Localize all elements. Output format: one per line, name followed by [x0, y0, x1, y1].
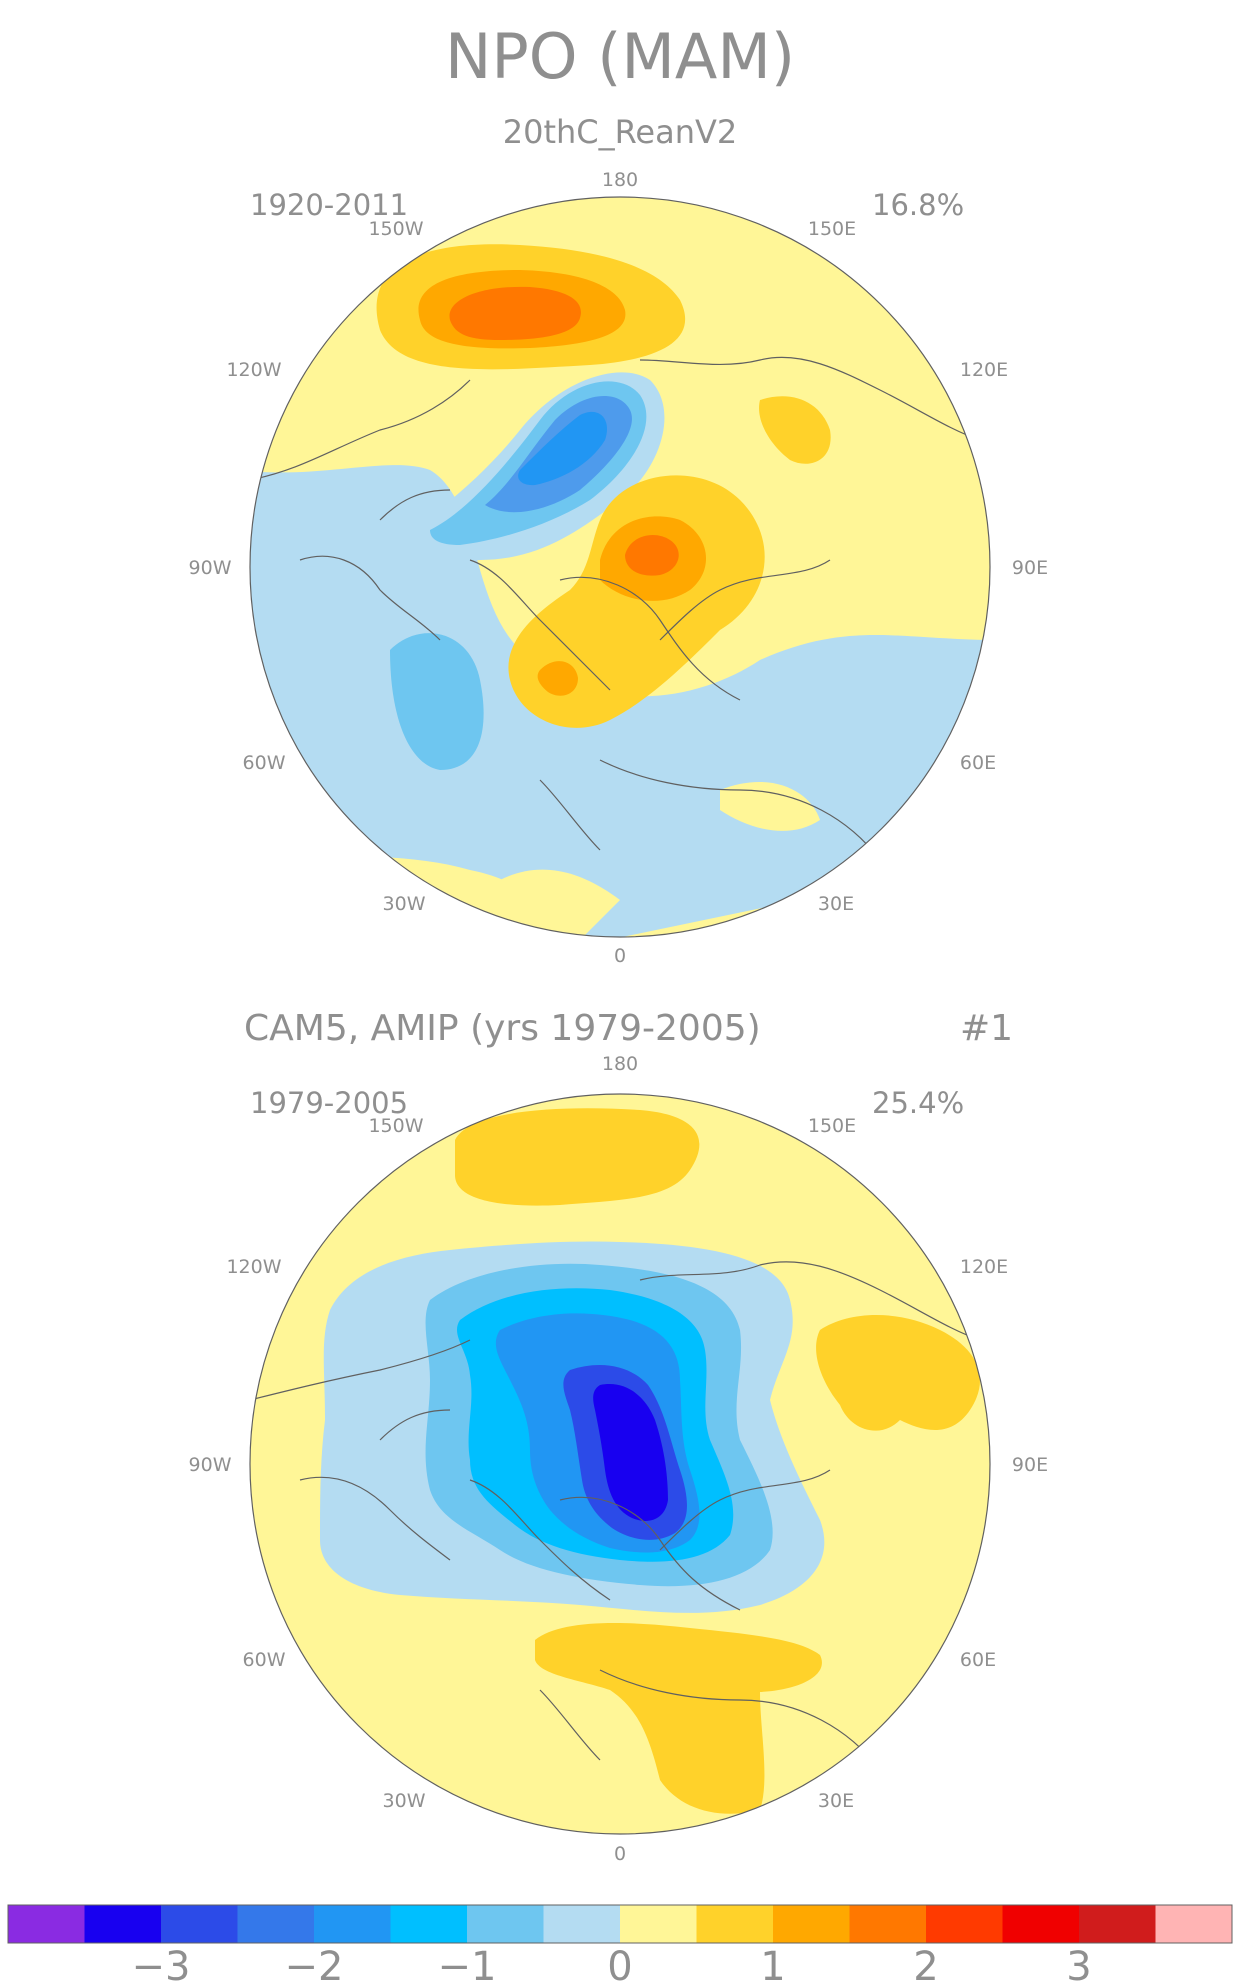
colorbar-swatch	[620, 1905, 697, 1943]
panel-1-variance: 16.8%	[872, 188, 964, 222]
main-title: NPO (MAM)	[445, 20, 795, 93]
colorbar-tick-label: 3	[1066, 1944, 1091, 1988]
colorbar-swatch	[161, 1905, 238, 1943]
panel-2-lon-60e: 60E	[960, 1649, 996, 1671]
panel-2-variance: 25.4%	[872, 1086, 964, 1120]
panel-2-lon-150e: 150E	[808, 1115, 856, 1137]
panel-1-lon-60e: 60E	[960, 752, 996, 774]
panel-2-lon-30w: 30W	[383, 1790, 426, 1812]
colorbar-tick-label: 0	[607, 1944, 632, 1988]
colorbar-swatch	[1002, 1905, 1080, 1943]
colorbar-swatch	[849, 1905, 927, 1943]
panel-1-lon-60w: 60W	[243, 752, 286, 774]
panel-2-map	[250, 1094, 990, 1834]
colorbar-tick-label: 1	[760, 1944, 785, 1988]
panel-2-lon-90w: 90W	[189, 1454, 232, 1476]
colorbar-swatch	[543, 1905, 621, 1943]
panel-2-lon-0: 0	[614, 1843, 626, 1865]
panel-2-lon-120e: 120E	[960, 1256, 1008, 1278]
colorbar-tick-label: −2	[285, 1944, 344, 1988]
colorbar-swatch	[84, 1905, 162, 1943]
colorbar-ticks: −3 −2 −1 0 1 2 3	[132, 1944, 1092, 1988]
panel-1-lon-120e: 120E	[960, 359, 1008, 381]
panel-1-lon-180: 180	[602, 169, 638, 191]
colorbar-swatch	[237, 1905, 315, 1943]
panel-2-lon-90e: 90E	[1012, 1454, 1048, 1476]
panel-1-lon-30w: 30W	[383, 893, 426, 915]
panel-1-lon-120w: 120W	[226, 359, 281, 381]
panel-2: CAM5, AMIP (yrs 1979-2005) #1 1979-2005 …	[189, 1008, 1049, 1865]
colorbar-swatch	[467, 1905, 544, 1943]
colorbar-swatch	[926, 1905, 1003, 1943]
panel-2-lon-120w: 120W	[226, 1256, 281, 1278]
panel-1-map	[250, 197, 990, 937]
colorbar-tick-label: 2	[913, 1944, 938, 1988]
colorbar-swatch	[696, 1905, 774, 1943]
colorbar-tick-label: −1	[438, 1944, 497, 1988]
panel-1-lon-30e: 30E	[818, 893, 854, 915]
panel-1: 20thC_ReanV2 1920-2011 16.8%	[189, 113, 1049, 967]
colorbar-swatch	[1079, 1905, 1156, 1943]
colorbar-swatches	[8, 1905, 1233, 1943]
panel-2-lon-180: 180	[602, 1053, 638, 1075]
colorbar-swatch	[773, 1905, 850, 1943]
colorbar-tick-label: −3	[132, 1944, 191, 1988]
panel-2-subtitle-right: #1	[960, 1008, 1013, 1049]
panel-1-lon-90e: 90E	[1012, 557, 1048, 579]
panel-2-lon-60w: 60W	[243, 1649, 286, 1671]
panel-1-period: 1920-2011	[250, 188, 408, 222]
panel-2-lon-150w: 150W	[368, 1115, 423, 1137]
panel-1-lon-90w: 90W	[189, 557, 232, 579]
colorbar-swatch	[1155, 1905, 1233, 1943]
colorbar-swatch	[314, 1905, 391, 1943]
panel-2-period: 1979-2005	[250, 1086, 408, 1120]
panel-2-subtitle: CAM5, AMIP (yrs 1979-2005)	[244, 1008, 761, 1049]
panel-1-lon-150e: 150E	[808, 218, 856, 240]
colorbar-swatch	[390, 1905, 468, 1943]
colorbar-swatch	[8, 1905, 85, 1943]
colorbar: −3 −2 −1 0 1 2 3	[7, 1904, 1233, 1988]
panel-2-lon-30e: 30E	[818, 1790, 854, 1812]
panel-1-subtitle: 20thC_ReanV2	[503, 113, 738, 151]
panel-1-lon-150w: 150W	[368, 218, 423, 240]
panel-1-lon-0: 0	[614, 945, 626, 967]
